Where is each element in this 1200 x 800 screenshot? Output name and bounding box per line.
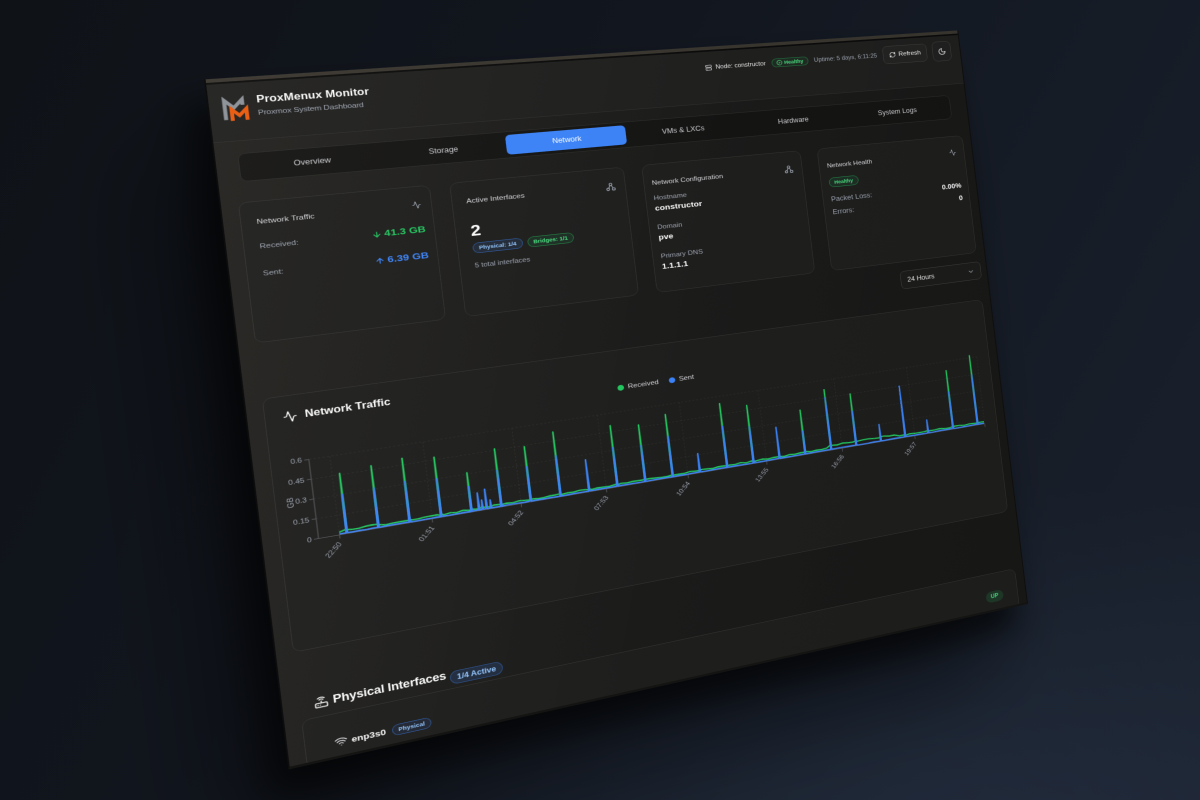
svg-text:0.45: 0.45 xyxy=(288,476,306,486)
svg-text:0.6: 0.6 xyxy=(290,457,303,466)
svg-text:0.3: 0.3 xyxy=(295,496,308,506)
svg-text:0.15: 0.15 xyxy=(293,516,311,526)
svg-text:22:50: 22:50 xyxy=(323,540,344,559)
svg-text:07:53: 07:53 xyxy=(592,494,610,512)
svg-text:10:54: 10:54 xyxy=(675,480,692,497)
svg-text:13:55: 13:55 xyxy=(754,466,771,483)
svg-text:GB: GB xyxy=(284,497,296,509)
svg-text:16:56: 16:56 xyxy=(830,453,846,470)
svg-text:04:52: 04:52 xyxy=(506,509,525,527)
svg-text:19:57: 19:57 xyxy=(903,441,918,457)
svg-text:01:51: 01:51 xyxy=(417,524,437,543)
svg-text:0: 0 xyxy=(307,536,313,544)
